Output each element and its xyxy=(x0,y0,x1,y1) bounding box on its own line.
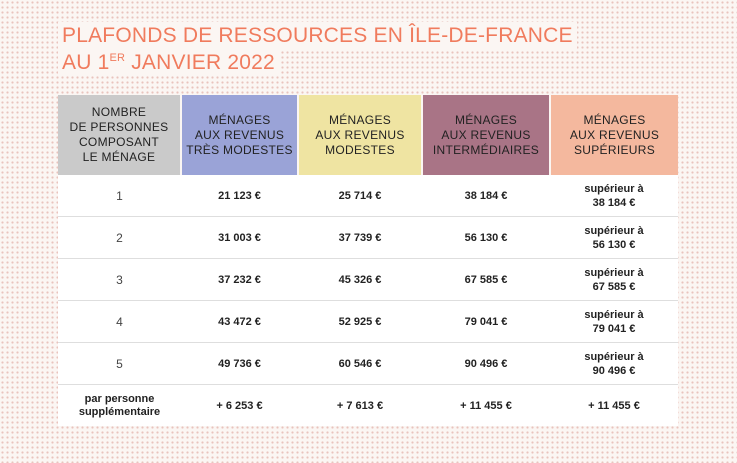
header-modestes: MÉNAGES AUX REVENUS MODESTES xyxy=(298,95,423,175)
cell-line: supérieur à xyxy=(584,182,644,195)
cell-household-size: 4 xyxy=(58,300,181,343)
title-line-2-suffix: JANVIER 2022 xyxy=(125,51,275,74)
cell-modestes: 60 546 € xyxy=(298,342,422,385)
title-line-2-prefix: AU 1 xyxy=(62,51,110,74)
cell-line: 56 130 € xyxy=(592,238,636,251)
cell-modestes: 52 925 € xyxy=(298,300,422,343)
table-row: 5 49 736 € 60 546 € 90 496 € supérieur à… xyxy=(58,342,678,385)
header-line: AUX REVENUS xyxy=(569,127,660,142)
header-line: MODESTES xyxy=(325,142,395,157)
header-line: LE MÉNAGE xyxy=(82,150,156,164)
header-line: NOMBRE xyxy=(91,105,147,119)
header-line: MÉNAGES xyxy=(208,112,271,127)
header-line: AUX REVENUS xyxy=(315,127,405,142)
cell-line: par personne xyxy=(84,392,155,405)
table-row-extra-person: par personne supplémentaire + 6 253 € + … xyxy=(58,384,678,426)
header-line: TRÈS MODESTES xyxy=(186,142,293,157)
header-line: AUX REVENUS xyxy=(441,127,531,142)
header-line: COMPOSANT xyxy=(78,135,160,149)
income-ceilings-table: NOMBRE DE PERSONNES COMPOSANT LE MÉNAGE … xyxy=(58,95,678,426)
cell-tres-modestes: 49 736 € xyxy=(181,342,298,385)
header-line: AUX REVENUS xyxy=(194,127,285,142)
cell-intermediaires: 38 184 € xyxy=(422,175,550,217)
cell-household-size: 5 xyxy=(58,342,181,385)
cell-household-size: 1 xyxy=(58,175,181,217)
header-line: MÉNAGES xyxy=(328,112,392,127)
header-household-size: NOMBRE DE PERSONNES COMPOSANT LE MÉNAGE xyxy=(58,95,182,175)
cell-tres-modestes: 21 123 € xyxy=(181,175,298,217)
cell-per-additional-person: par personne supplémentaire xyxy=(58,384,181,426)
table-header-row: NOMBRE DE PERSONNES COMPOSANT LE MÉNAGE … xyxy=(58,95,678,175)
header-superieurs: MÉNAGES AUX REVENUS SUPÉRIEURS xyxy=(550,95,678,175)
cell-modestes: 37 739 € xyxy=(298,216,422,259)
header-tres-modestes: MÉNAGES AUX REVENUS TRÈS MODESTES xyxy=(181,95,299,175)
table-row: 1 21 123 € 25 714 € 38 184 € supérieur à… xyxy=(58,175,678,217)
header-line: MÉNAGES xyxy=(454,112,518,127)
title-line-1: PLAFONDS DE RESSOURCES EN ÎLE-DE-FRANCE xyxy=(58,22,577,49)
table-row: 2 31 003 € 37 739 € 56 130 € supérieur à… xyxy=(58,216,678,259)
cell-household-size: 3 xyxy=(58,258,181,301)
cell-intermediaires: 79 041 € xyxy=(422,300,550,343)
cell-intermediaires: + 11 455 € xyxy=(422,384,550,426)
cell-line: supérieur à xyxy=(584,266,644,279)
cell-line: supplémentaire xyxy=(78,405,161,418)
cell-line: 90 496 € xyxy=(592,364,636,377)
header-intermediaires: MÉNAGES AUX REVENUS INTERMÉDIAIRES xyxy=(422,95,551,175)
cell-superieurs: supérieur à 79 041 € xyxy=(550,300,678,343)
cell-superieurs: supérieur à 38 184 € xyxy=(550,175,678,217)
cell-modestes: 45 326 € xyxy=(298,258,422,301)
page-title: PLAFONDS DE RESSOURCES EN ÎLE-DE-FRANCE … xyxy=(58,22,577,76)
cell-superieurs: + 11 455 € xyxy=(550,384,678,426)
cell-line: supérieur à xyxy=(584,308,644,321)
cell-tres-modestes: + 6 253 € xyxy=(181,384,298,426)
header-line: MÉNAGES xyxy=(583,112,646,127)
header-line: SUPÉRIEURS xyxy=(573,142,656,157)
title-line-2-sup: ER xyxy=(109,52,126,64)
cell-line: 79 041 € xyxy=(592,322,636,335)
cell-line: supérieur à xyxy=(584,350,644,363)
cell-modestes: + 7 613 € xyxy=(298,384,422,426)
cell-modestes: 25 714 € xyxy=(298,175,422,217)
cell-intermediaires: 67 585 € xyxy=(422,258,550,301)
cell-line: 38 184 € xyxy=(592,196,636,209)
cell-line: 67 585 € xyxy=(592,280,636,293)
header-line: INTERMÉDIAIRES xyxy=(432,142,540,157)
cell-intermediaires: 56 130 € xyxy=(422,216,550,259)
cell-tres-modestes: 37 232 € xyxy=(181,258,298,301)
header-line: DE PERSONNES xyxy=(69,120,169,134)
cell-superieurs: supérieur à 67 585 € xyxy=(550,258,678,301)
table-row: 3 37 232 € 45 326 € 67 585 € supérieur à… xyxy=(58,258,678,301)
cell-line: supérieur à xyxy=(584,224,644,237)
cell-household-size: 2 xyxy=(58,216,181,259)
table-row: 4 43 472 € 52 925 € 79 041 € supérieur à… xyxy=(58,300,678,343)
title-line-2: AU 1ER JANVIER 2022 xyxy=(58,49,279,76)
cell-superieurs: supérieur à 56 130 € xyxy=(550,216,678,259)
cell-tres-modestes: 43 472 € xyxy=(181,300,298,343)
cell-superieurs: supérieur à 90 496 € xyxy=(550,342,678,385)
cell-intermediaires: 90 496 € xyxy=(422,342,550,385)
cell-tres-modestes: 31 003 € xyxy=(181,216,298,259)
